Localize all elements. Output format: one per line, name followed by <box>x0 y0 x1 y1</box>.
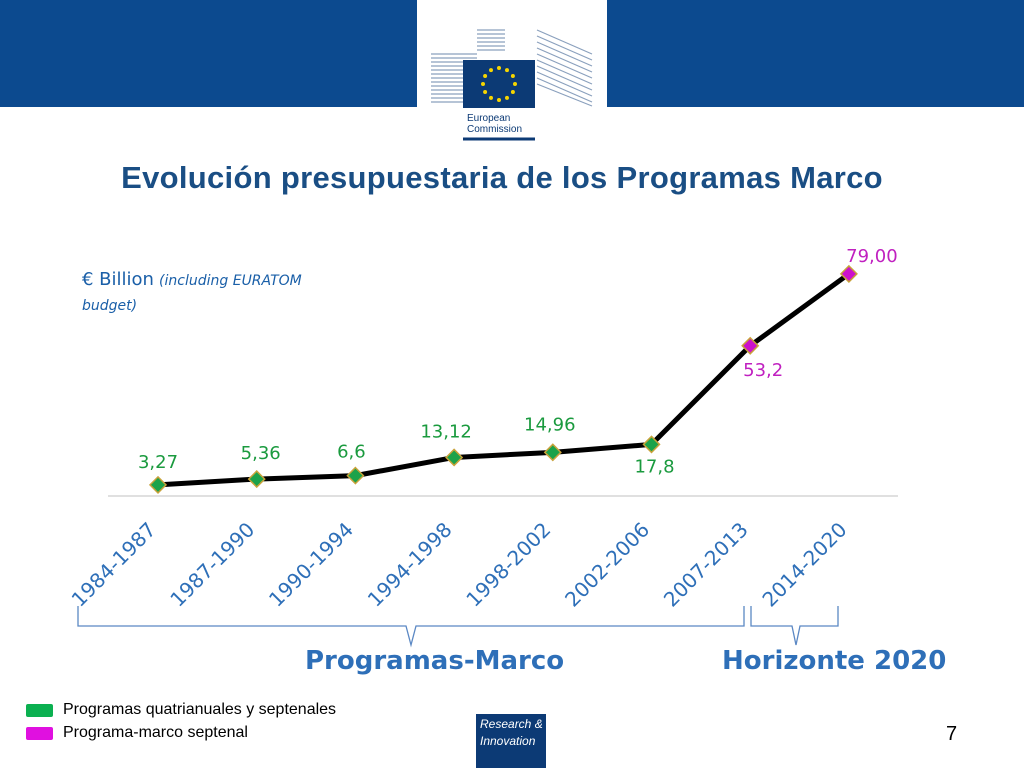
ri-line-1: Research & <box>480 717 543 731</box>
legend-item-septennial: Programa-marco septenal <box>26 723 248 743</box>
research-innovation-badge: Research & Innovation <box>476 714 546 768</box>
legend-label: Programas quatrianuales y septenales <box>63 701 337 718</box>
data-point-marker <box>741 336 760 355</box>
data-label: 3,27 <box>138 452 178 473</box>
legend-label: Programa-marco septenal <box>63 724 248 741</box>
data-point-marker <box>445 448 464 467</box>
data-label: 14,96 <box>524 414 576 435</box>
data-point-marker <box>148 475 168 494</box>
data-label: 6,6 <box>337 442 366 463</box>
data-label: 53,2 <box>743 360 783 381</box>
data-label: 79,00 <box>846 246 898 267</box>
bracket-programas-marco <box>77 606 745 648</box>
unit-note-main: € Billion <box>82 269 154 290</box>
european-commission-logo: European Commission <box>417 0 607 147</box>
legend-swatch-magenta <box>26 726 53 740</box>
data-label: 5,36 <box>241 443 281 464</box>
x-tick-label: 1994-1998 <box>363 517 457 611</box>
data-point-marker <box>839 264 858 283</box>
x-tick-label: 1987-1990 <box>165 517 259 611</box>
x-tick-label: 1990-1994 <box>264 517 358 611</box>
x-tick-label: 2014-2020 <box>757 517 851 611</box>
group-label-programas-marco: Programas-Marco <box>305 646 565 676</box>
eu-stars-icon <box>481 66 517 102</box>
commission-building-icon <box>431 29 593 141</box>
series-line <box>157 271 851 488</box>
page-title: Evolución presupuestaria de los Programa… <box>121 160 883 195</box>
data-point-marker <box>543 443 562 462</box>
x-tick-label: 1984-1987 <box>67 517 161 611</box>
data-point-marker <box>642 435 661 454</box>
data-label: 17,8 <box>634 456 674 477</box>
x-tick-label: 1998-2002 <box>461 517 555 611</box>
legend-item-quadriennial: Programas quatrianuales y septenales <box>26 700 336 720</box>
bracket-horizonte-2020 <box>750 606 839 646</box>
x-tick-label: 2007-2013 <box>659 517 753 611</box>
legend-swatch-green <box>26 703 53 717</box>
page-number: 7 <box>946 723 958 745</box>
unit-note-sub: (including EURATOM budget) <box>82 273 302 314</box>
x-tick-label: 2002-2006 <box>560 517 654 611</box>
logo-line-european: European <box>467 113 511 124</box>
unit-note: € Billion (including EURATOM budget) <box>82 268 302 318</box>
data-label: 13,12 <box>420 421 472 442</box>
ri-line-2: Innovation <box>480 734 536 748</box>
data-point-marker <box>346 466 365 485</box>
logo-line-commission: Commission <box>467 124 523 135</box>
group-label-horizonte-2020: Horizonte 2020 <box>722 646 947 676</box>
data-point-marker <box>247 470 266 489</box>
